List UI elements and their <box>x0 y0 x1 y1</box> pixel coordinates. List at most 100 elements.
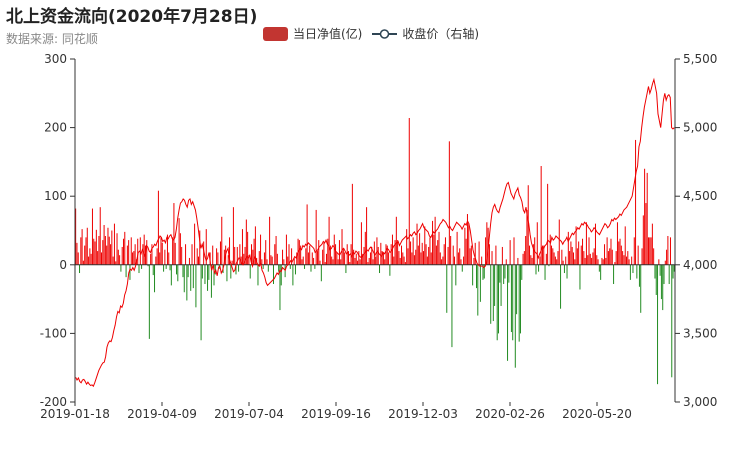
bar <box>125 264 127 278</box>
bar <box>500 264 502 306</box>
bar <box>336 252 338 265</box>
bar <box>654 264 656 279</box>
bar <box>194 223 196 265</box>
bar <box>627 251 629 265</box>
bar <box>410 241 412 265</box>
bar <box>177 264 179 282</box>
legend-item-net-flow[interactable]: 当日净值(亿) <box>263 25 362 42</box>
bar <box>119 255 121 265</box>
bar <box>636 264 638 279</box>
bar <box>629 264 631 280</box>
bar <box>236 246 238 265</box>
bar <box>155 256 157 265</box>
bar <box>315 209 317 265</box>
bar <box>514 264 516 368</box>
bar <box>473 257 475 265</box>
bar <box>150 253 152 265</box>
bar <box>525 235 527 265</box>
bar <box>182 264 184 278</box>
bar <box>95 229 97 265</box>
bar <box>200 264 202 341</box>
right-axis-label: 4,000 <box>683 258 717 272</box>
bar <box>433 234 435 265</box>
bar <box>563 264 565 274</box>
bar <box>558 219 560 265</box>
bar <box>201 264 203 279</box>
bar <box>592 252 594 265</box>
bar <box>616 222 618 265</box>
bar <box>358 251 360 265</box>
left-axis-label: 300 <box>44 52 67 66</box>
bar <box>659 264 661 276</box>
bar <box>254 226 256 265</box>
bar <box>190 264 192 291</box>
bar <box>126 245 128 265</box>
bar <box>112 256 114 265</box>
bar <box>667 235 669 265</box>
bar <box>574 259 576 265</box>
bar <box>519 264 521 334</box>
bar <box>367 262 369 265</box>
bar <box>203 241 205 265</box>
bar <box>380 242 382 265</box>
bar <box>606 237 608 265</box>
bar <box>556 259 558 265</box>
bar <box>351 183 353 265</box>
left-axis-label: -100 <box>40 326 67 340</box>
bar <box>208 264 210 280</box>
legend-item-close-price[interactable]: 收盘价（右轴) <box>372 25 479 42</box>
bar <box>491 251 493 265</box>
bar <box>448 141 450 265</box>
bar <box>668 264 670 285</box>
bar <box>204 264 206 285</box>
bar <box>103 225 105 265</box>
x-axis-label: 2019-09-16 <box>301 407 371 421</box>
left-axis-label: 200 <box>44 121 67 135</box>
bar <box>241 229 243 265</box>
bar <box>289 264 291 269</box>
bar <box>263 252 265 265</box>
bar <box>173 203 175 265</box>
bar <box>504 264 506 279</box>
bar <box>366 207 368 265</box>
x-axis-label: 2019-07-04 <box>214 407 284 421</box>
bar <box>346 244 348 265</box>
bar <box>197 256 199 265</box>
bar <box>589 253 591 265</box>
bar <box>166 234 168 265</box>
bar <box>94 241 96 265</box>
bar <box>337 259 339 265</box>
bar <box>148 264 150 339</box>
bar <box>282 249 284 265</box>
bar <box>647 237 649 265</box>
bar <box>245 219 247 265</box>
bar <box>544 264 546 280</box>
bar <box>587 255 589 265</box>
bar <box>600 264 602 280</box>
bar <box>394 240 396 265</box>
bar <box>130 237 132 265</box>
bar <box>516 264 518 315</box>
bar <box>181 246 183 265</box>
bar <box>279 264 281 311</box>
bar <box>260 234 262 265</box>
bar <box>425 244 427 265</box>
bar <box>154 264 156 293</box>
bar <box>98 235 100 265</box>
bar <box>319 260 321 265</box>
bar <box>161 242 163 265</box>
bar <box>99 207 101 265</box>
bar <box>376 237 378 265</box>
bar <box>626 256 628 265</box>
legend-label-close-price: 收盘价（右轴) <box>402 27 480 41</box>
bar <box>579 264 581 290</box>
bar <box>276 253 278 265</box>
legend-bar-swatch <box>263 26 288 41</box>
bar <box>165 264 167 269</box>
bar <box>243 253 245 265</box>
bar <box>671 264 673 378</box>
bar <box>644 168 646 265</box>
legend-line-swatch <box>372 28 398 39</box>
bar <box>499 264 501 283</box>
bar <box>624 226 626 265</box>
